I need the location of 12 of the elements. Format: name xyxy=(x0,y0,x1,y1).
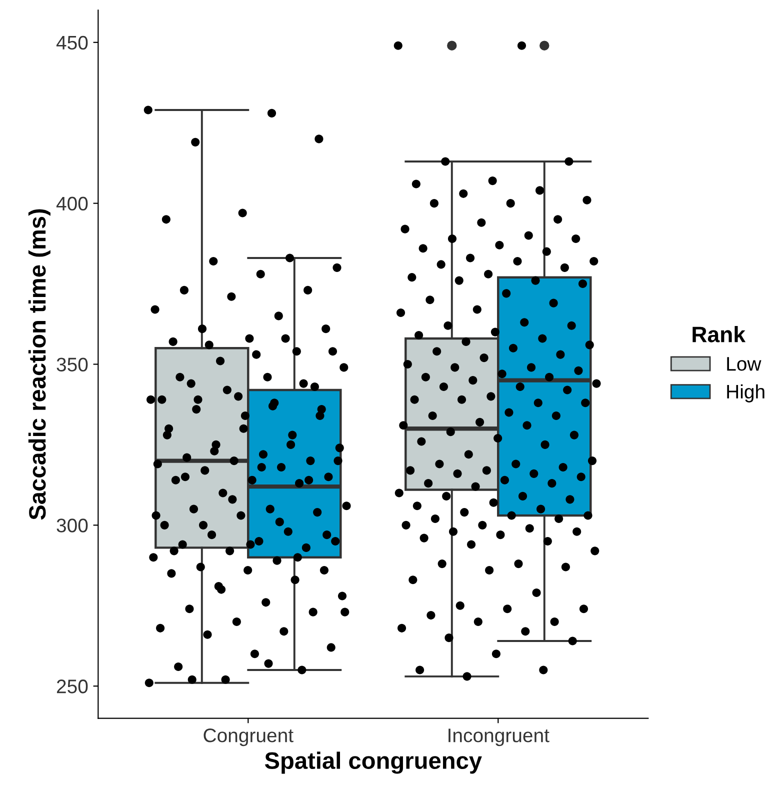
legend-label: High xyxy=(727,384,764,402)
legend-title: Rank xyxy=(692,326,746,342)
y-tick-label: 350 xyxy=(56,358,88,372)
y-tick-label: 250 xyxy=(56,680,88,694)
y-axis-title: Saccadic reaction time (ms) xyxy=(28,209,50,520)
y-tick-label: 300 xyxy=(56,518,88,532)
y-tick-label: 400 xyxy=(56,196,88,211)
x-tick-label: Incongruent xyxy=(448,728,550,746)
x-tick-label: Congruent xyxy=(204,728,294,746)
legend-label: Low xyxy=(727,357,762,371)
y-tick-label: 450 xyxy=(56,36,88,50)
x-axis-title: Spatial congruency xyxy=(264,752,482,774)
